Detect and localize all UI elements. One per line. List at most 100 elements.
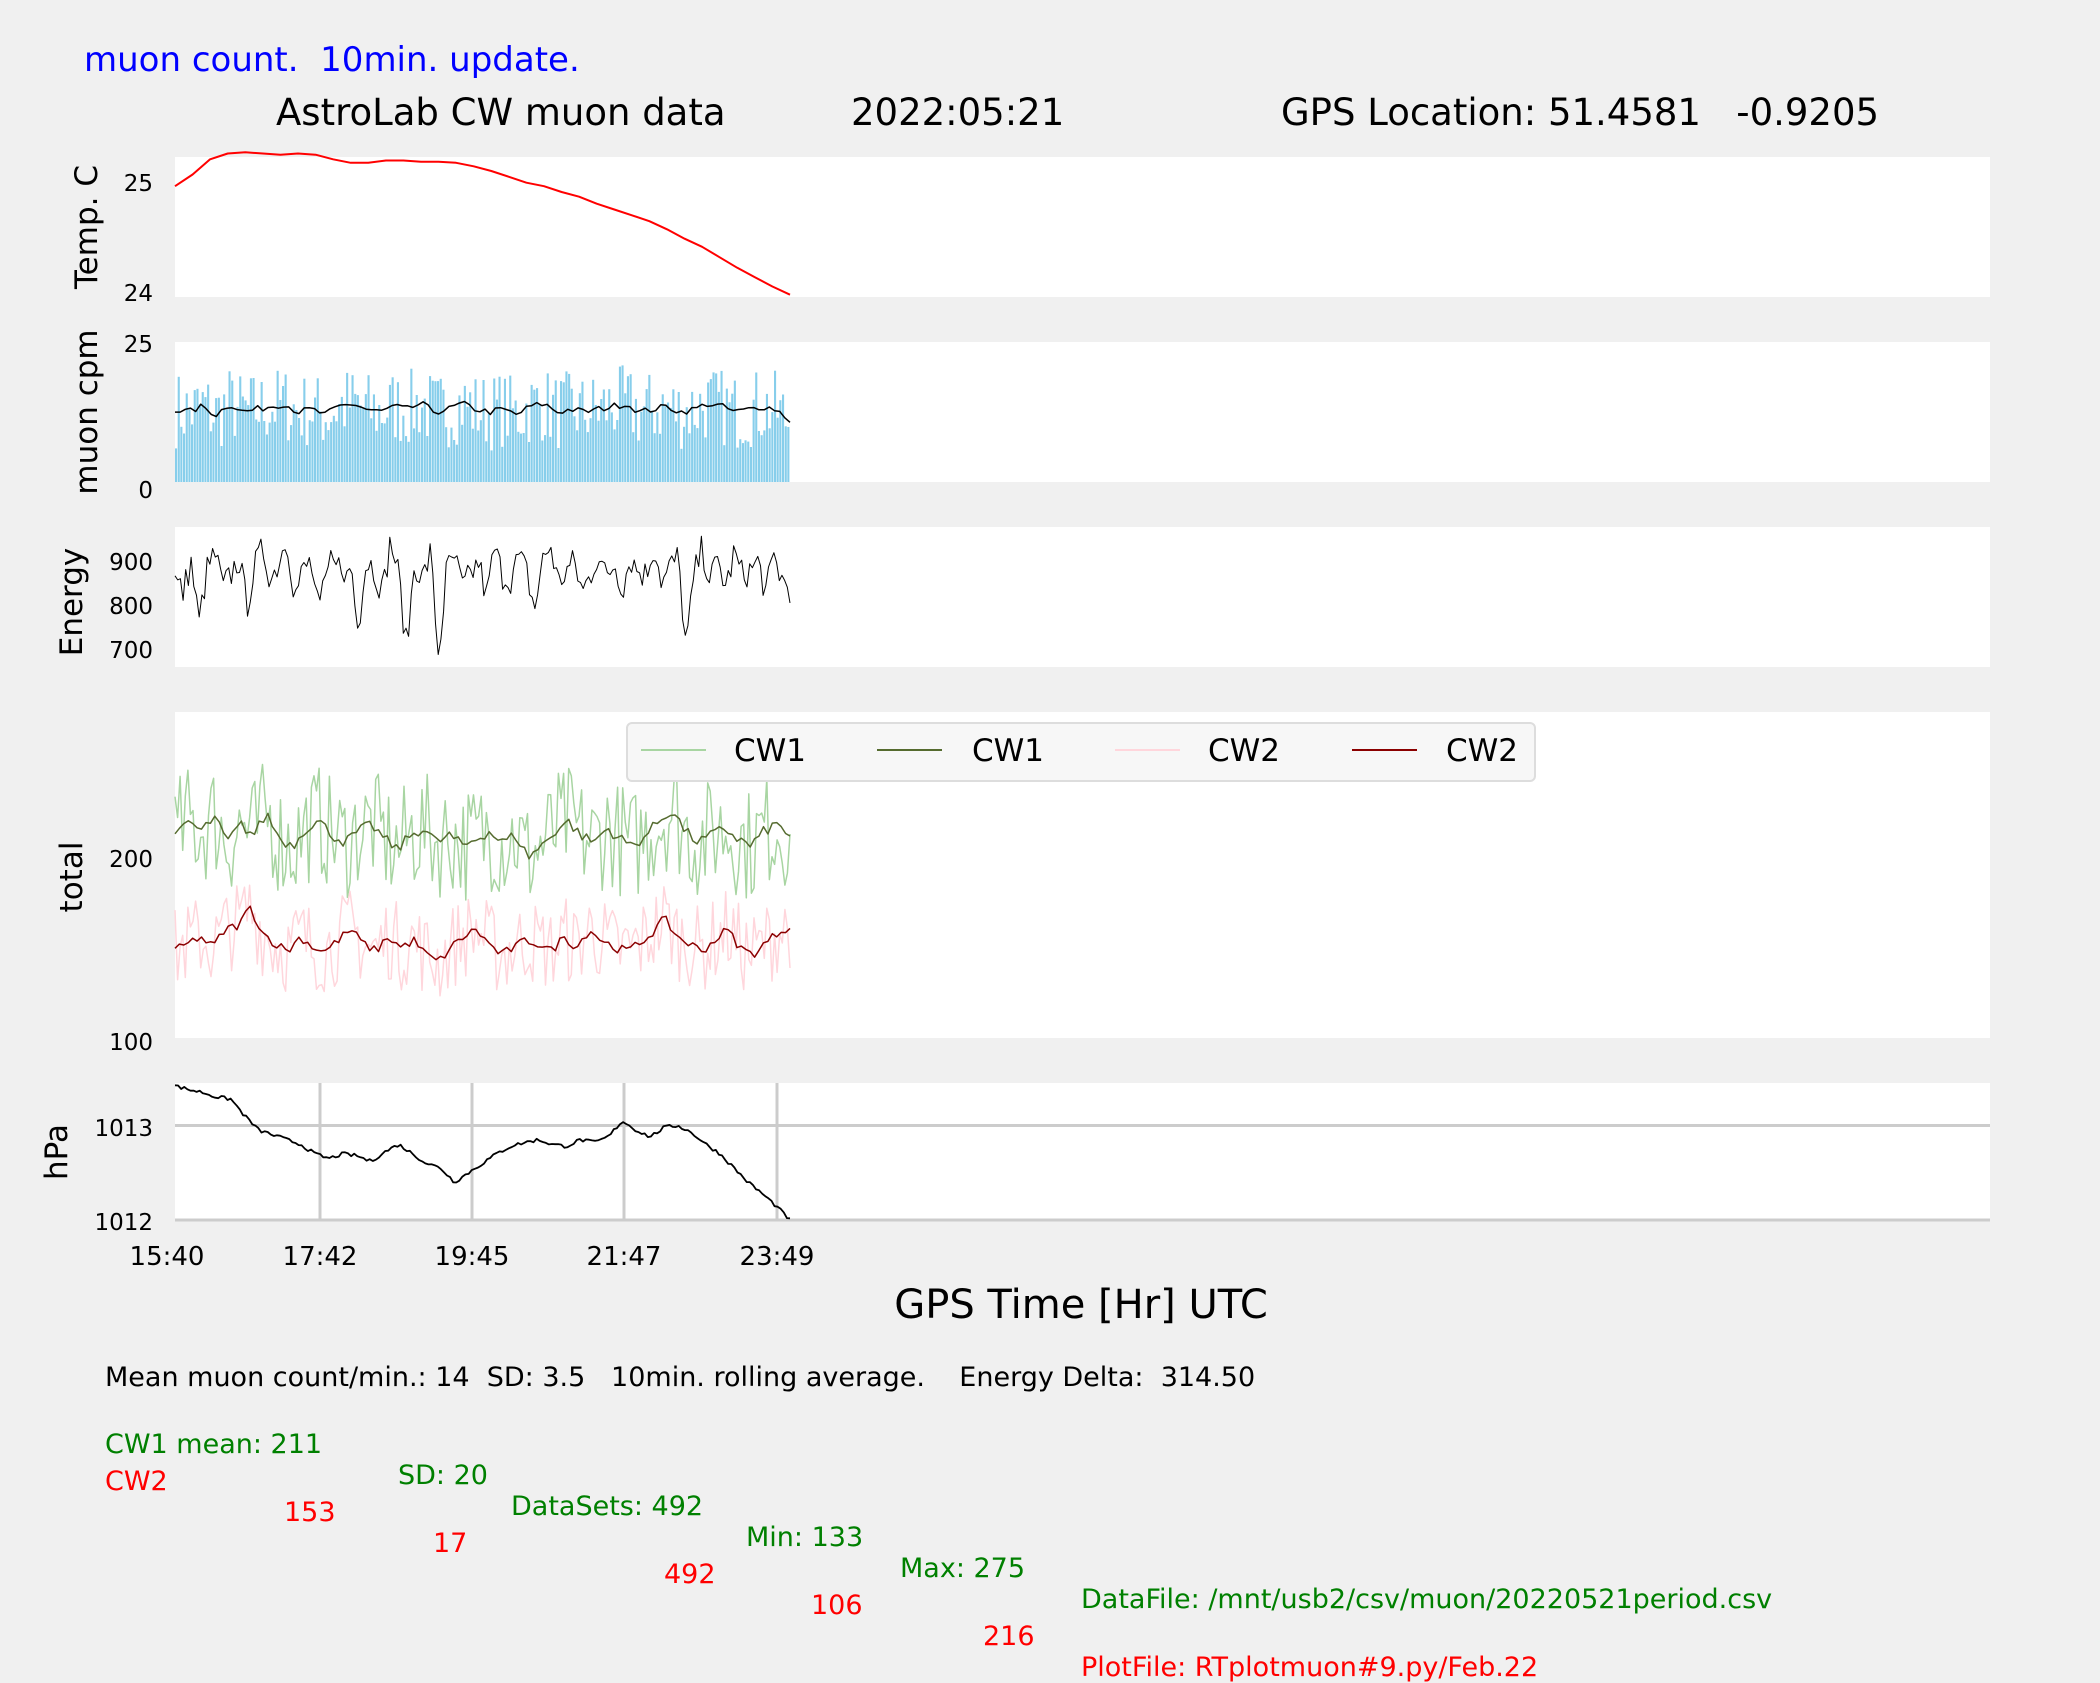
muon-bar: [335, 421, 338, 482]
muon-bar: [589, 418, 592, 482]
muon-bar: [204, 397, 207, 482]
muon-bar: [380, 423, 383, 482]
temp-line: [174, 151, 791, 296]
muon-bar: [188, 409, 191, 482]
muon-bar: [659, 433, 662, 482]
muon-bar: [180, 426, 183, 482]
muon-figure: 25 24 25 0 900 800 700 200 100 1013 1012…: [39, 151, 1990, 1328]
muon-bar: [378, 405, 381, 482]
cw2-min: 106: [811, 1590, 863, 1621]
muon-bar: [260, 382, 263, 482]
muon-bar: [364, 394, 367, 482]
muon-bar: [442, 389, 445, 482]
muon-bar: [495, 399, 498, 482]
muon-bar: [405, 436, 408, 482]
muon-bar: [624, 393, 627, 482]
muon-bar: [439, 378, 442, 482]
muon-bar: [549, 436, 552, 482]
pressure-panel: [175, 1083, 1990, 1220]
muon-bar: [533, 389, 536, 482]
muon-bar: [672, 389, 675, 482]
cw2-average-series: [174, 905, 791, 961]
total-ytick: 200: [109, 847, 153, 873]
muon-bar: [193, 390, 196, 482]
muon-bar: [434, 381, 437, 482]
gps-location: GPS Location: 51.4581 -0.9205: [1281, 91, 1880, 134]
muon-ytick: 0: [138, 478, 153, 504]
muon-bar: [263, 421, 266, 482]
cw2-raw-line: [174, 884, 791, 997]
muon-bar: [493, 378, 496, 482]
muon-bar: [423, 398, 426, 482]
muon-bar: [787, 427, 790, 482]
muon-bar: [223, 394, 226, 482]
muon-bar: [185, 393, 188, 482]
muon-bar: [316, 378, 319, 482]
muon-bar: [736, 447, 739, 482]
muon-bar: [201, 392, 204, 482]
cw1-average-series: [174, 812, 791, 860]
muon-bar: [648, 374, 651, 482]
muon-bar: [177, 376, 180, 482]
muon-bar: [370, 418, 373, 482]
energy-ytick: 900: [109, 550, 153, 576]
muon-bar: [552, 394, 555, 482]
muon-bar: [191, 424, 194, 482]
muon-bar: [343, 426, 346, 482]
muon-bar: [661, 394, 664, 482]
chart-date: 2022:05:21: [851, 91, 1065, 134]
muon-bar: [479, 420, 482, 482]
muon-bars: [175, 365, 790, 482]
cw2-average-line: [174, 905, 791, 961]
muon-bar: [610, 412, 613, 482]
muon-bar: [776, 417, 779, 482]
muon-bar: [437, 381, 440, 482]
muon-bar: [466, 406, 469, 482]
muon-bar: [332, 415, 335, 482]
muon-bar: [458, 395, 461, 482]
cw2-raw-series: [174, 884, 791, 997]
cw2-sd: 17: [433, 1528, 468, 1559]
pressure-series: [174, 1084, 791, 1220]
muon-bar: [340, 396, 343, 482]
pressure-ytick: 1012: [94, 1210, 153, 1236]
muon-bar: [642, 406, 645, 482]
muon-bar: [463, 385, 466, 482]
muon-bar: [175, 448, 178, 482]
muon-bar: [367, 375, 370, 482]
muon-bar: [744, 440, 747, 482]
temp-series: [174, 151, 791, 296]
muon-bar: [233, 435, 236, 482]
muon-bar: [268, 422, 271, 482]
muon-bar: [490, 450, 493, 482]
muon-bar: [626, 376, 629, 482]
muon-bar: [653, 433, 656, 482]
muon-bar: [314, 397, 317, 482]
muon-bar: [295, 410, 298, 482]
muon-bar: [509, 375, 512, 482]
pressure-grid: [175, 1083, 1990, 1222]
muon-bar: [308, 420, 311, 482]
muon-bar: [487, 412, 490, 482]
muon-ytick: 25: [124, 332, 153, 358]
energy-line: [174, 535, 791, 655]
muon-bar: [359, 405, 362, 482]
muon-bar: [346, 372, 349, 482]
x-tick-label: 23:49: [740, 1242, 815, 1272]
muon-bar: [471, 428, 474, 482]
muon-bar: [634, 398, 637, 482]
muon-bar: [765, 393, 768, 482]
muon-bar: [244, 400, 247, 482]
muon-bar: [327, 430, 330, 482]
muon-bar: [482, 380, 485, 482]
muon-bar: [477, 430, 480, 482]
legend-label-cw1-avg: CW1: [972, 733, 1044, 769]
muon-bar: [453, 440, 456, 482]
muon-bar: [399, 440, 402, 482]
muon-bar: [570, 388, 573, 482]
pressure-ytick: 1013: [94, 1116, 153, 1142]
muon-bar: [675, 421, 678, 482]
muon-bar: [394, 437, 397, 482]
muon-bar: [757, 431, 760, 482]
muon-bar: [183, 433, 186, 482]
